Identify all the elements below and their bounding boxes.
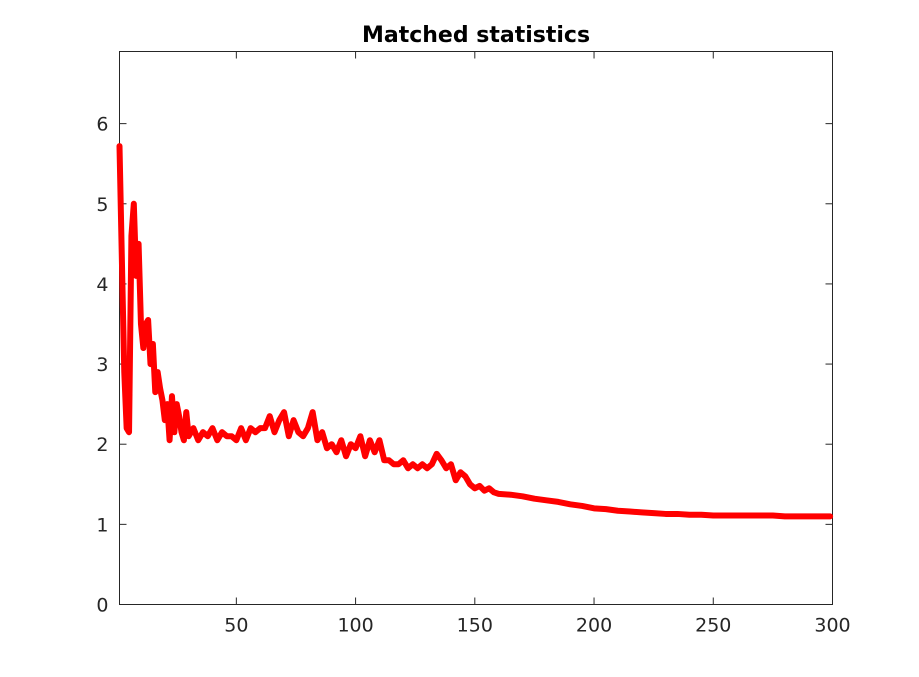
y-tick-label: 5 xyxy=(96,194,108,216)
y-tick-label: 3 xyxy=(96,354,108,376)
x-tick-label: 200 xyxy=(576,615,612,637)
y-tick-label: 1 xyxy=(96,514,108,536)
series-group xyxy=(116,143,834,520)
x-tick-label: 50 xyxy=(224,615,248,637)
x-tick-label: 300 xyxy=(814,615,850,637)
x-tick-label: 150 xyxy=(457,615,493,637)
series-line-0 xyxy=(116,143,834,520)
y-tick-label: 0 xyxy=(96,595,108,617)
x-tick-label: 250 xyxy=(695,615,731,637)
axis-ticks xyxy=(119,51,833,605)
chart-title: Matched statistics xyxy=(362,23,590,48)
axis-tick-labels: 50 100 150 200 250 300 0 1 2 3 4 5 6 xyxy=(96,114,850,637)
y-tick-label: 6 xyxy=(96,114,108,136)
y-tick-label: 4 xyxy=(96,274,108,296)
y-tick-label: 2 xyxy=(96,434,108,456)
axes-frame xyxy=(119,51,833,605)
x-tick-label: 100 xyxy=(337,615,373,637)
